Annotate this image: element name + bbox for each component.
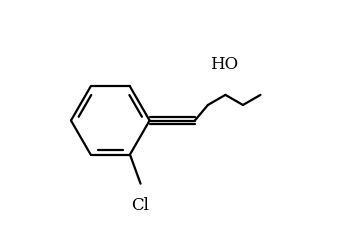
Text: HO: HO [210, 56, 238, 74]
Text: Cl: Cl [132, 197, 149, 214]
